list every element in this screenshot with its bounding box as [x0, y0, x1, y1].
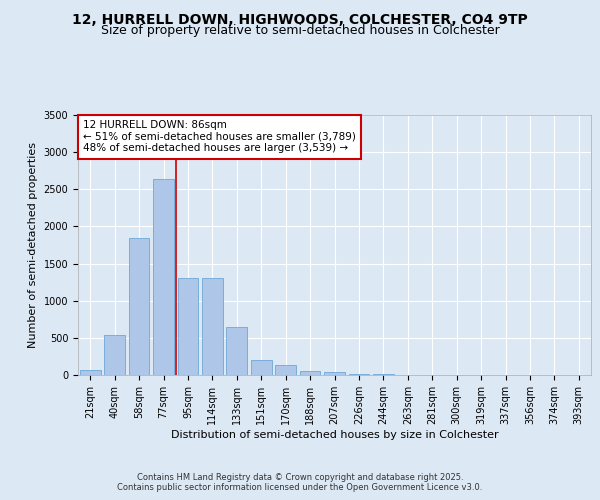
Bar — [202, 278, 223, 375]
Bar — [373, 374, 394, 375]
Bar — [324, 372, 345, 375]
Y-axis label: Number of semi-detached properties: Number of semi-detached properties — [28, 142, 38, 348]
X-axis label: Distribution of semi-detached houses by size in Colchester: Distribution of semi-detached houses by … — [170, 430, 499, 440]
Bar — [153, 179, 174, 375]
Bar — [104, 335, 125, 375]
Text: Contains HM Land Registry data © Crown copyright and database right 2025.: Contains HM Land Registry data © Crown c… — [137, 474, 463, 482]
Text: 12 HURRELL DOWN: 86sqm
← 51% of semi-detached houses are smaller (3,789)
48% of : 12 HURRELL DOWN: 86sqm ← 51% of semi-det… — [83, 120, 356, 154]
Text: Contains public sector information licensed under the Open Government Licence v3: Contains public sector information licen… — [118, 484, 482, 492]
Text: Size of property relative to semi-detached houses in Colchester: Size of property relative to semi-detach… — [101, 24, 499, 37]
Bar — [349, 374, 370, 375]
Bar — [275, 366, 296, 375]
Bar — [178, 278, 199, 375]
Bar — [128, 238, 149, 375]
Text: 12, HURRELL DOWN, HIGHWOODS, COLCHESTER, CO4 9TP: 12, HURRELL DOWN, HIGHWOODS, COLCHESTER,… — [72, 12, 528, 26]
Bar — [80, 370, 101, 375]
Bar — [299, 370, 320, 375]
Bar — [251, 360, 272, 375]
Bar — [226, 328, 247, 375]
